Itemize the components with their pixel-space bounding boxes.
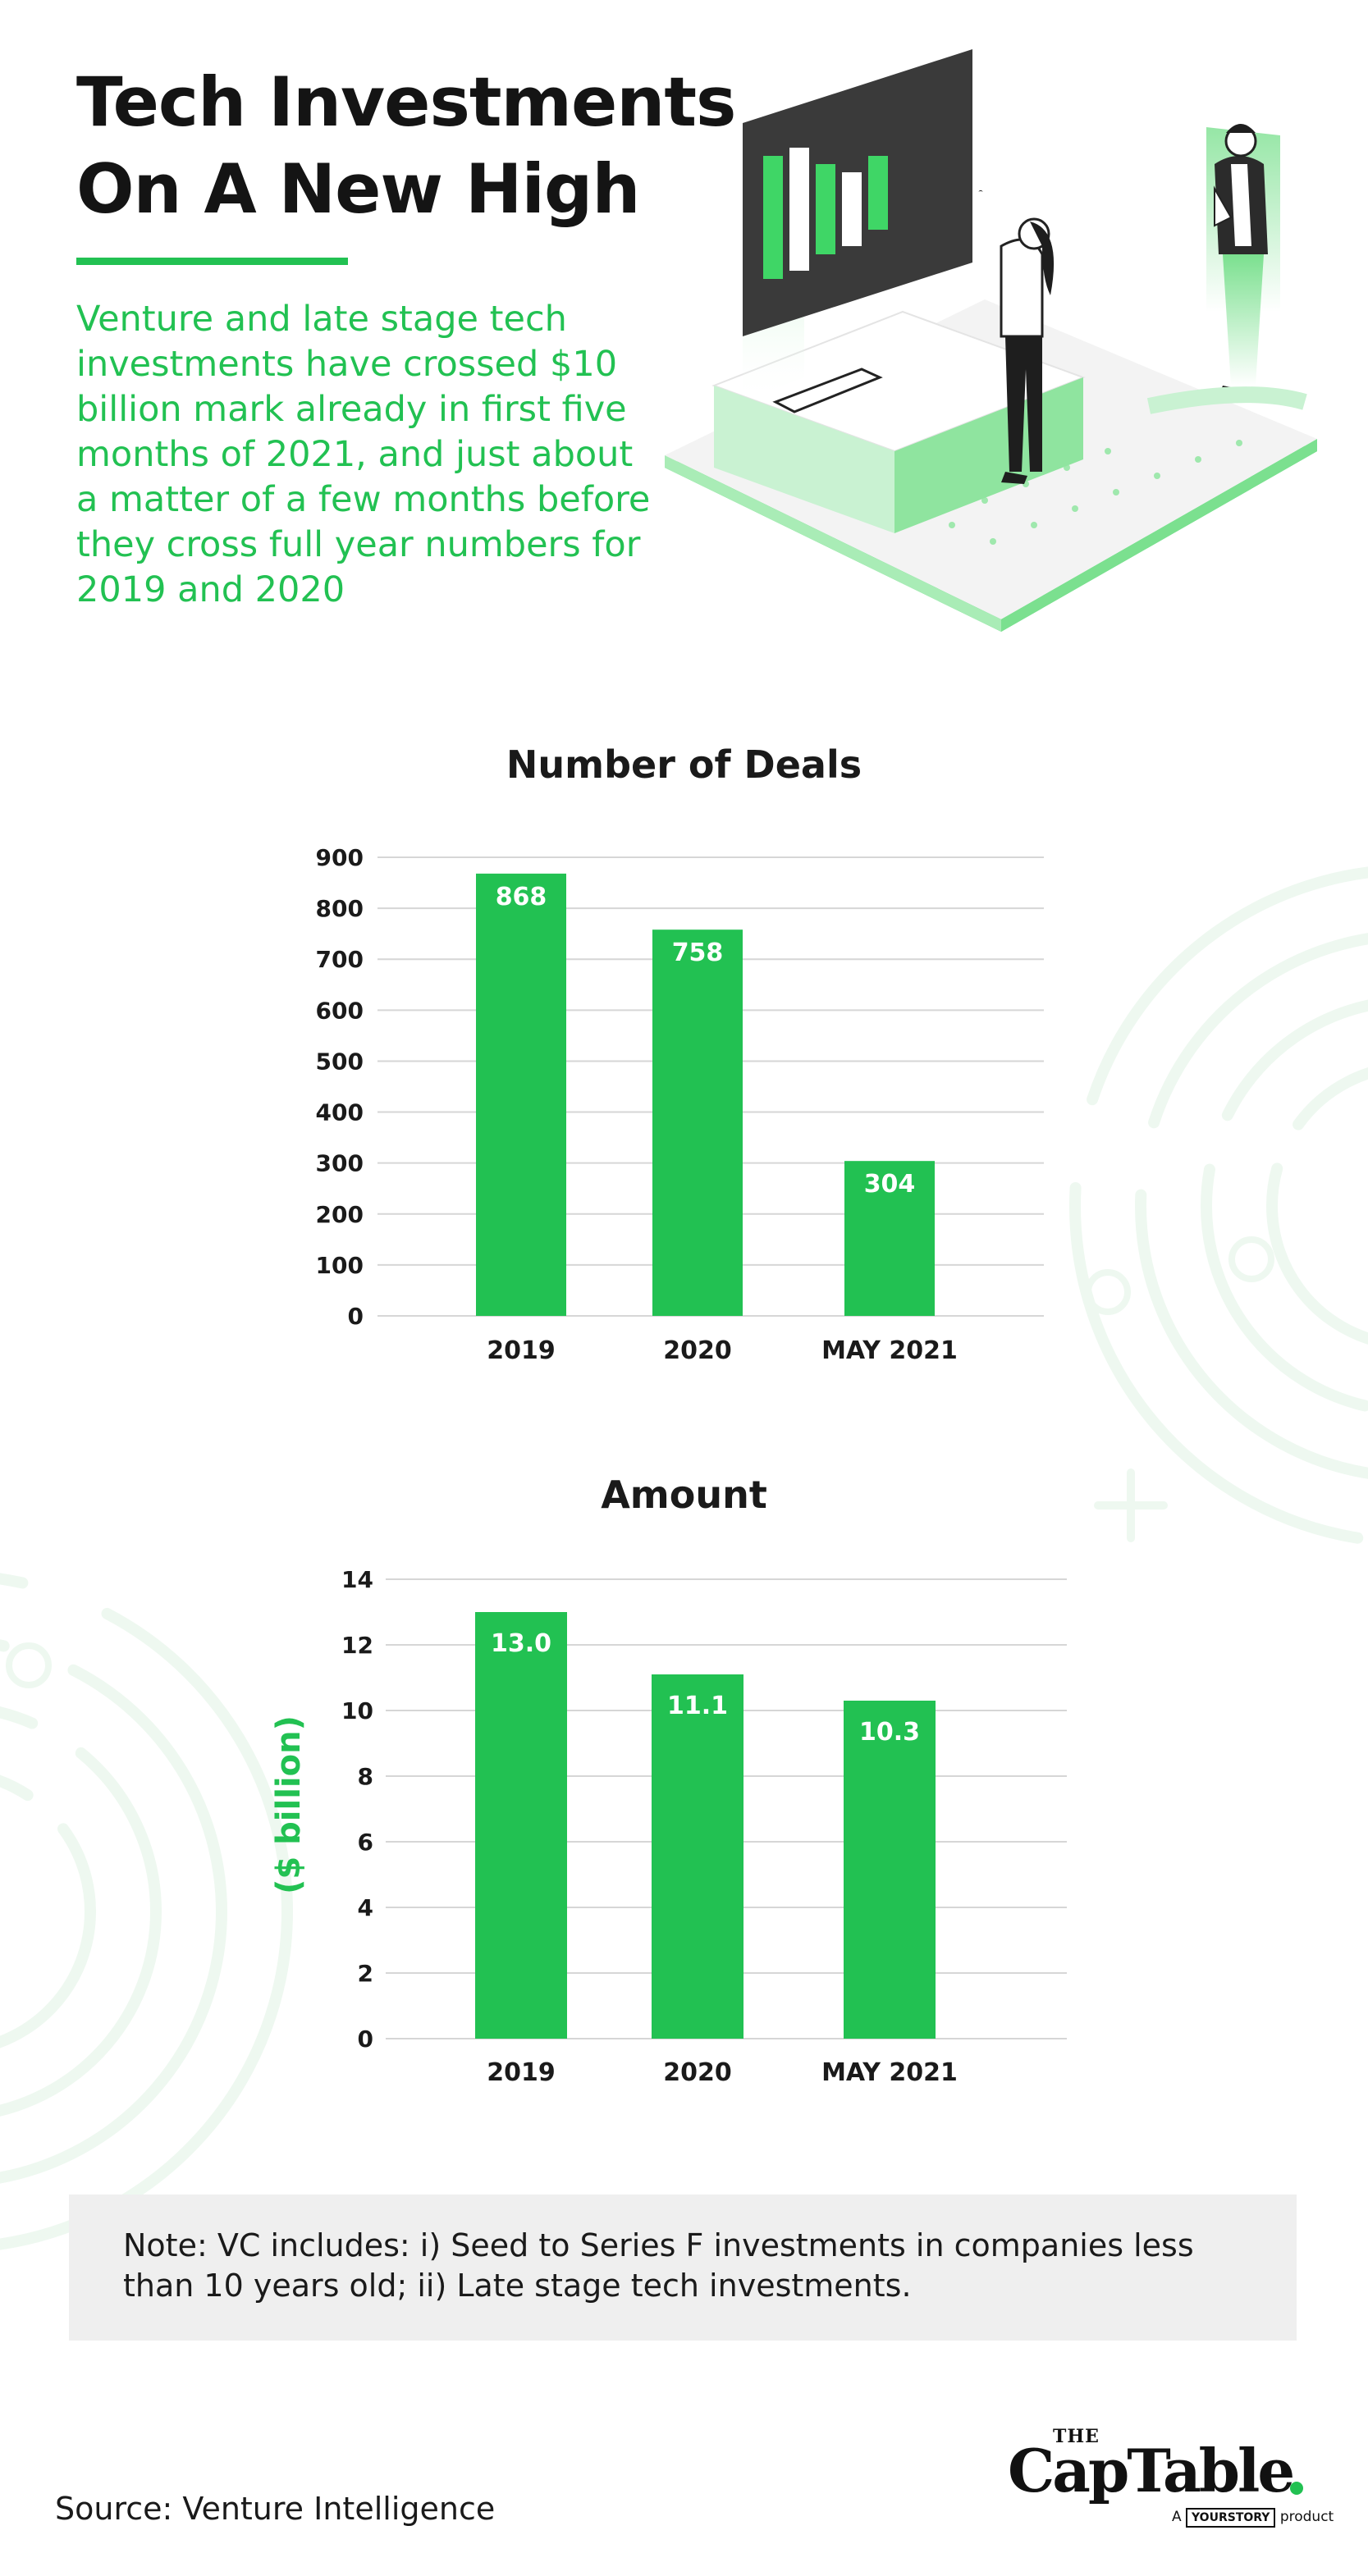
title-line-2: On A New High: [76, 149, 640, 229]
note-text: Note: VC includes: i) Seed to Series F i…: [123, 2227, 1194, 2304]
y-tick-label: 0: [348, 1303, 364, 1330]
bar: [476, 873, 566, 1316]
title-line-1: Tech Investments: [76, 62, 736, 142]
x-category-label: 2019: [487, 1336, 556, 1365]
y-tick-label: 6: [358, 1829, 373, 1856]
y-tick-label: 14: [341, 1566, 373, 1593]
logo-dot-icon: [1290, 2482, 1303, 2495]
bar: [652, 929, 743, 1316]
x-category-label: 2020: [663, 2058, 732, 2087]
amount-chart-title: Amount: [601, 1473, 767, 1517]
title-underline: [76, 258, 348, 265]
y-axis-title: ($ billion): [270, 1715, 308, 1894]
x-category-label: 2020: [663, 1336, 732, 1365]
bar: [475, 1612, 567, 2039]
logo-byline: A YOURSTORY product: [1172, 2508, 1334, 2528]
yourstory-badge: YOURSTORY: [1186, 2508, 1276, 2528]
y-tick-label: 700: [316, 946, 364, 973]
y-tick-label: 600: [316, 997, 364, 1024]
amount-bar-chart: 0 2 4 6 8 10 12 14 13.0 2019 11.1 2020 10.3 MAY 2021 (…: [270, 1566, 1067, 2087]
y-tick-label: 900: [316, 844, 364, 871]
y-tick-label: 12: [341, 1632, 373, 1659]
y-tick-label: 2: [358, 1960, 373, 1987]
y-tick-label: 100: [316, 1252, 364, 1279]
bar-value-label: 11.1: [667, 1692, 728, 1720]
bar-value-label: 868: [496, 883, 547, 911]
y-tick-label: 800: [316, 895, 364, 922]
bar-value-label: 10.3: [859, 1718, 920, 1747]
y-tick-label: 500: [316, 1048, 364, 1075]
bar-value-label: 758: [672, 939, 724, 967]
x-category-label: MAY 2021: [821, 1336, 958, 1365]
y-tick-label: 300: [316, 1150, 364, 1177]
captable-logo: THE CapTable A YOURSTORY product: [1008, 2424, 1334, 2531]
logo-byline-a: A: [1172, 2509, 1182, 2525]
bar: [844, 1161, 935, 1316]
x-category-label: 2019: [487, 2058, 556, 2087]
deals-chart-title: Number of Deals: [506, 742, 862, 787]
bar-value-label: 304: [864, 1170, 916, 1199]
analytics-presentation-illustration: [665, 49, 1317, 632]
deals-bar-chart: 0 100 200 300 400 500 600 700 800 900 868 2019 758 20…: [316, 844, 1044, 1365]
y-tick-label: 8: [358, 1763, 373, 1790]
intro-text: Venture and late stage tech investments …: [76, 299, 651, 610]
y-tick-label: 0: [358, 2026, 373, 2053]
x-category-label: MAY 2021: [821, 2058, 958, 2087]
y-tick-label: 200: [316, 1201, 364, 1228]
y-tick-label: 10: [341, 1697, 373, 1724]
logo-byline-product: product: [1279, 2509, 1334, 2525]
logo-wordmark: CapTable: [1008, 2436, 1295, 2505]
page-title: Tech Investments On A New High: [76, 59, 782, 233]
y-tick-label: 4: [358, 1894, 373, 1921]
bar-value-label: 13.0: [491, 1629, 551, 1658]
bar: [844, 1701, 936, 2039]
note-box: Note: VC includes: i) Seed to Series F i…: [69, 2195, 1297, 2341]
logo-the-text: THE: [1053, 2426, 1100, 2447]
source-credit: Source: Venture Intelligence: [55, 2491, 496, 2527]
bar: [652, 1674, 743, 2039]
y-tick-label: 400: [316, 1099, 364, 1126]
